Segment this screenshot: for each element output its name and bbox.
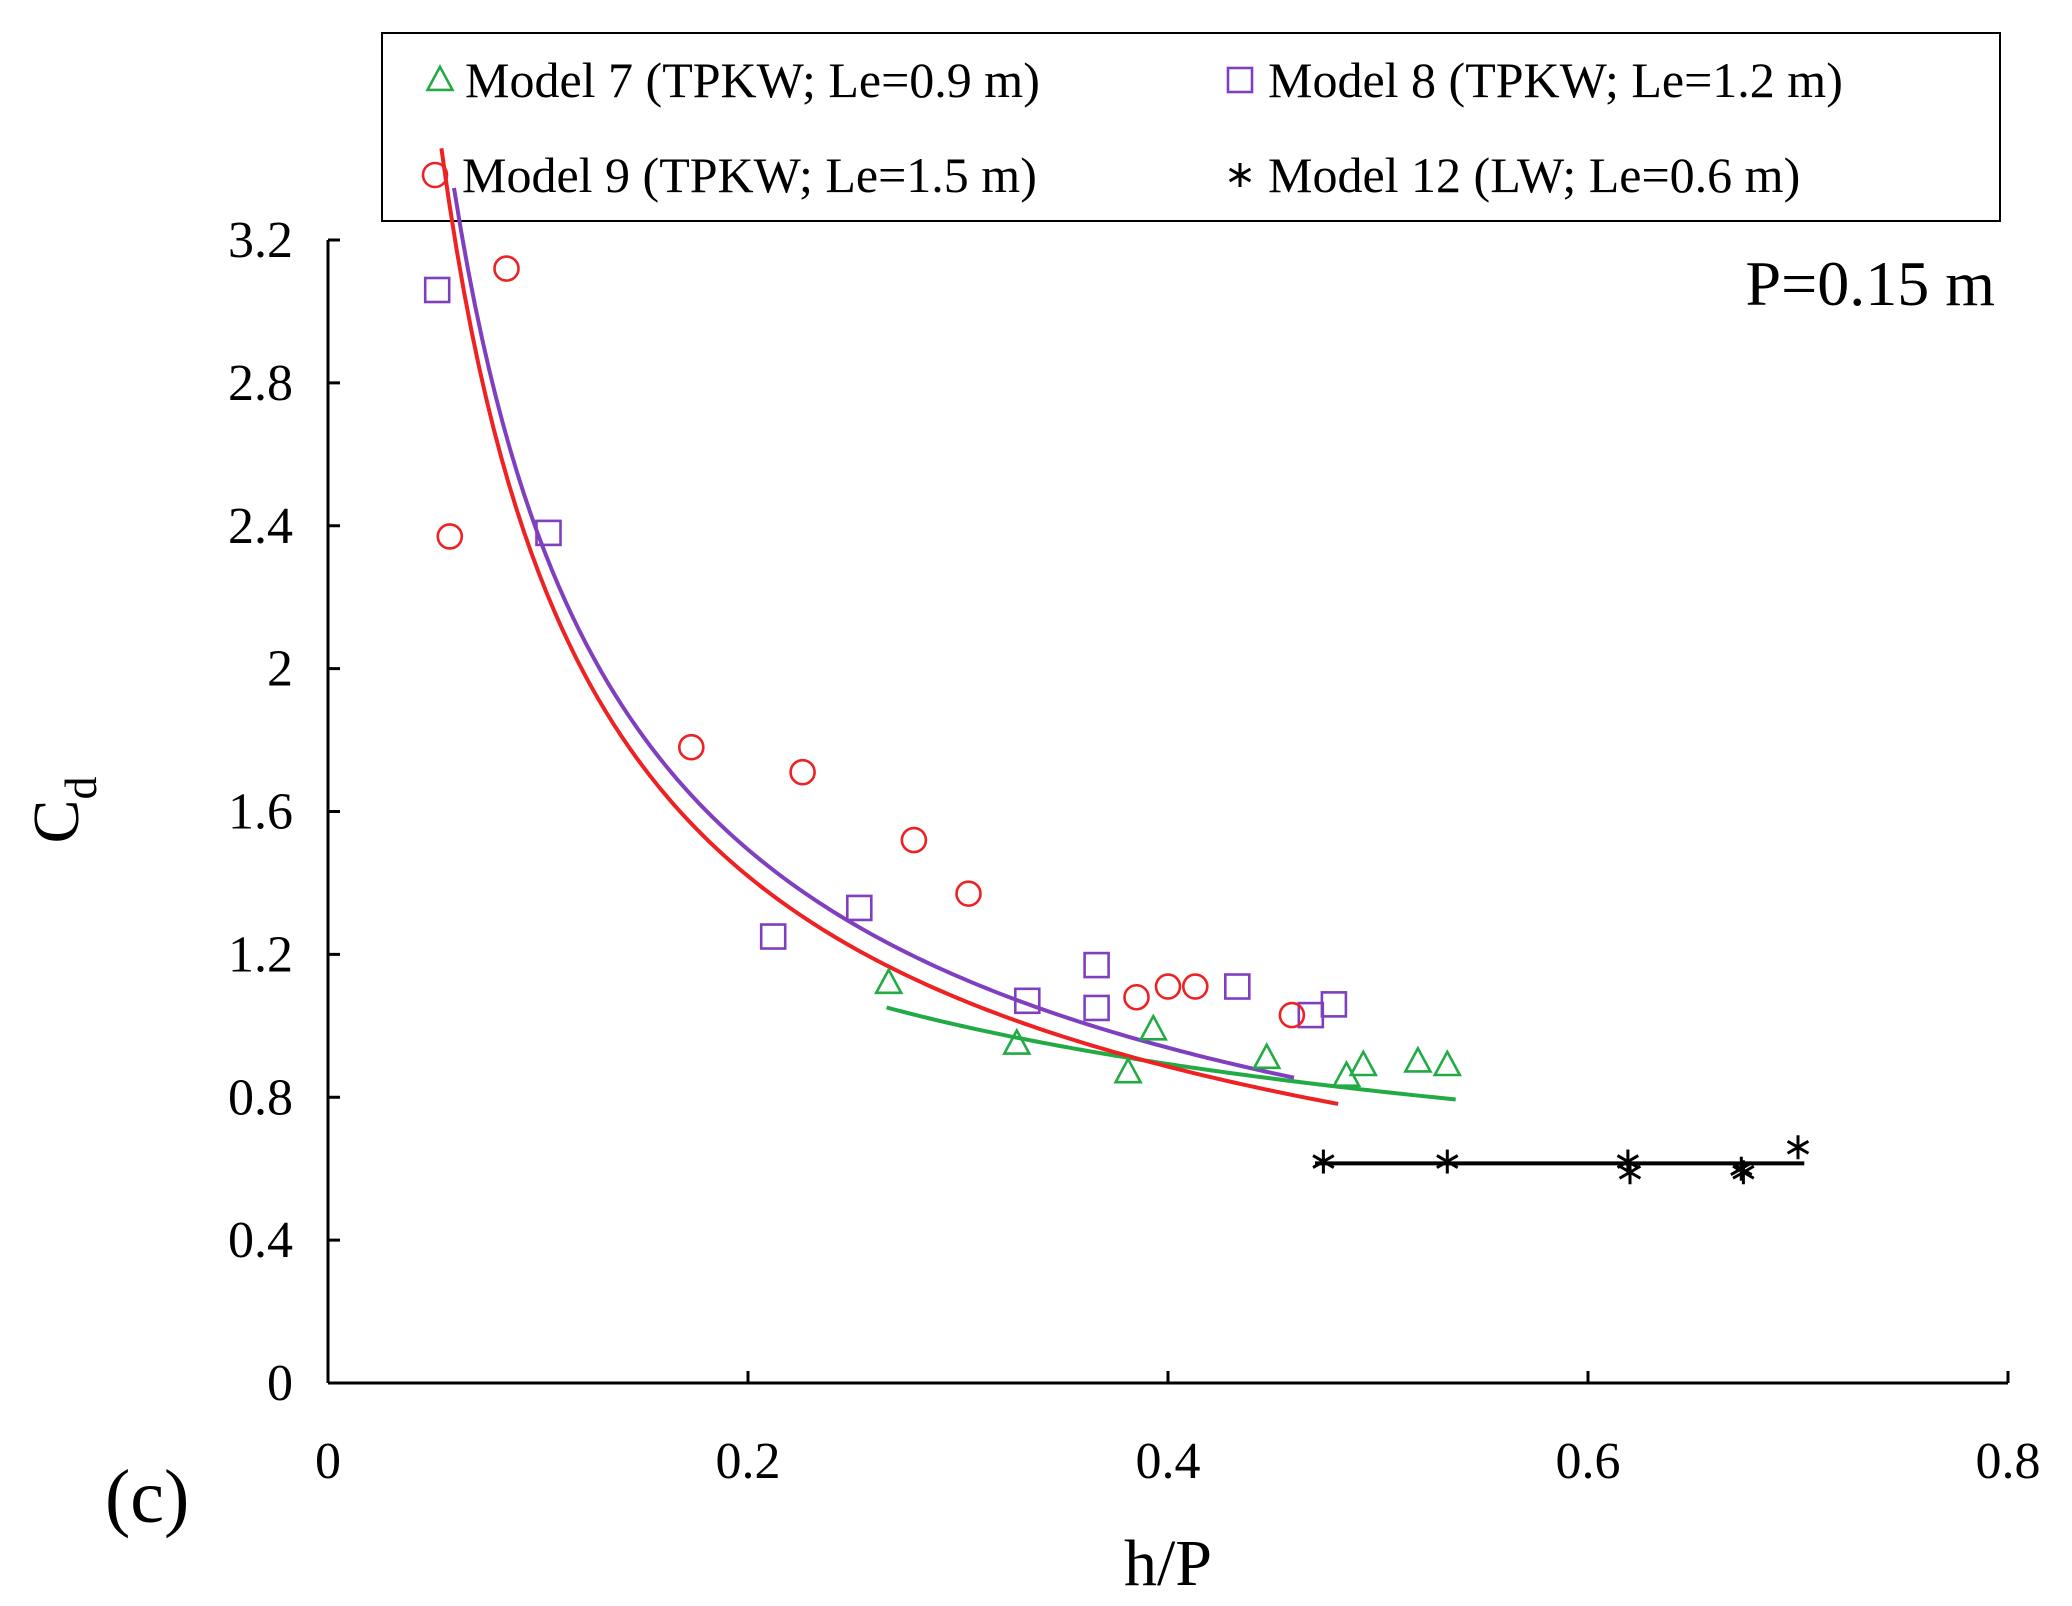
data-point-model12	[1312, 1149, 1335, 1174]
data-point-model7	[874, 967, 904, 995]
y-tick-label: 2	[267, 641, 293, 698]
data-point-model12	[1732, 1160, 1755, 1185]
data-point-model12	[1786, 1135, 1810, 1160]
legend-symbol-model7	[425, 64, 455, 92]
data-point-model9	[1278, 1001, 1306, 1029]
data-point-model8	[759, 923, 787, 950]
data-point-model8	[1083, 951, 1110, 979]
data-point-model7	[1002, 1027, 1032, 1055]
svg-text:Cd: Cd	[20, 776, 106, 843]
fit-line-model8	[452, 187, 1295, 1080]
data-point-model9	[1182, 973, 1209, 1000]
data-point-model8	[1013, 987, 1041, 1015]
data-point-model9	[1123, 983, 1150, 1011]
y-tick-label: 0	[267, 1355, 293, 1412]
x-tick-label: 0.6	[1556, 1433, 1621, 1490]
data-point-model8	[1083, 994, 1110, 1022]
data-point-model9	[900, 826, 928, 854]
legend-box	[381, 32, 2001, 222]
x-tick-label: 0.8	[1976, 1433, 2041, 1490]
plot-area	[423, 148, 1810, 1185]
legend-entry-model7: Model 7 (TPKW; Le=0.9 m)	[425, 52, 1040, 108]
series-model9	[436, 255, 1306, 1029]
data-point-model8	[1320, 991, 1348, 1018]
fit-line-model9	[439, 148, 1339, 1106]
data-point-model8	[423, 276, 451, 304]
legend-marker-model7	[425, 64, 455, 92]
data-point-model8	[1224, 973, 1251, 1000]
legend-label-model7: Model 7 (TPKW; Le=0.9 m)	[465, 52, 1040, 108]
data-point-model9	[677, 733, 705, 761]
data-point-model7	[1432, 1049, 1462, 1077]
data-point-model12	[1618, 1160, 1642, 1185]
data-point-model7	[1348, 1049, 1378, 1077]
data-point-model7	[1252, 1042, 1282, 1070]
panel-label: (c)	[105, 1455, 189, 1539]
y-tick-label: 1.6	[228, 784, 293, 841]
legend-label-model12: Model 12 (LW; Le=0.6 m)	[1268, 147, 1800, 203]
data-point-model12	[1436, 1149, 1459, 1174]
x-axis-title: h/P	[1124, 1527, 1212, 1600]
legend-entry-model12: Model 12 (LW; Le=0.6 m)	[1228, 147, 1800, 203]
x-ticks: 0 0.2 0.4 0.6 0.8	[315, 1371, 2041, 1490]
y-tick-label: 3.2	[228, 212, 293, 269]
data-point-model7	[1138, 1013, 1168, 1041]
y-tick-label: 0.4	[228, 1212, 293, 1269]
series-model12	[1312, 1135, 1810, 1185]
data-point-model7	[1403, 1045, 1433, 1073]
legend-entry-model9: Model 9 (TPKW; Le=1.5 m)	[421, 147, 1037, 203]
legend-marker-model8	[1226, 66, 1254, 94]
y-tick-label: 1.2	[228, 926, 293, 983]
y-tick-label: 2.4	[228, 498, 293, 555]
series-model7	[874, 967, 1462, 1088]
data-point-model8	[535, 519, 562, 547]
data-point-model8	[845, 894, 873, 922]
y-axis-title: Cd	[20, 776, 106, 843]
series-model8	[423, 276, 1348, 1029]
legend-marker-model12	[1228, 163, 1252, 187]
y-axis-title-main: C	[20, 799, 93, 843]
legend-symbol-model8	[1226, 66, 1254, 94]
data-point-model7	[1113, 1056, 1143, 1084]
data-point-model12	[1730, 1156, 1753, 1181]
data-point-model9	[1154, 973, 1182, 1000]
legend-symbol-model12	[1228, 163, 1252, 187]
y-axis-title-sub: d	[55, 776, 106, 799]
y-tick-label: 0.8	[228, 1069, 293, 1126]
x-tick-label: 0.2	[716, 1433, 781, 1490]
annotation-p: P=0.15 m	[1746, 248, 1995, 319]
x-tick-label: 0	[315, 1433, 341, 1490]
data-markers	[423, 255, 1810, 1185]
legend: Model 7 (TPKW; Le=0.9 m) Model 8 (TPKW; …	[381, 32, 2001, 222]
x-tick-label: 0.4	[1136, 1433, 1201, 1490]
fit-lines	[439, 148, 1805, 1166]
legend-label-model8: Model 8 (TPKW; Le=1.2 m)	[1268, 52, 1843, 108]
legend-entry-model8: Model 8 (TPKW; Le=1.2 m)	[1226, 52, 1843, 108]
y-tick-label: 2.8	[228, 355, 293, 412]
fit-line-model7	[886, 1005, 1456, 1102]
data-point-model9	[789, 758, 816, 786]
data-point-model9	[493, 255, 520, 282]
data-point-model9	[955, 880, 982, 907]
data-point-model8	[1297, 1001, 1325, 1029]
y-ticks: 0 0.4 0.8 1.2 1.6 2 2.4 2.8 3.2	[228, 212, 340, 1412]
legend-label-model9: Model 9 (TPKW; Le=1.5 m)	[462, 147, 1037, 203]
data-point-model9	[436, 523, 464, 550]
